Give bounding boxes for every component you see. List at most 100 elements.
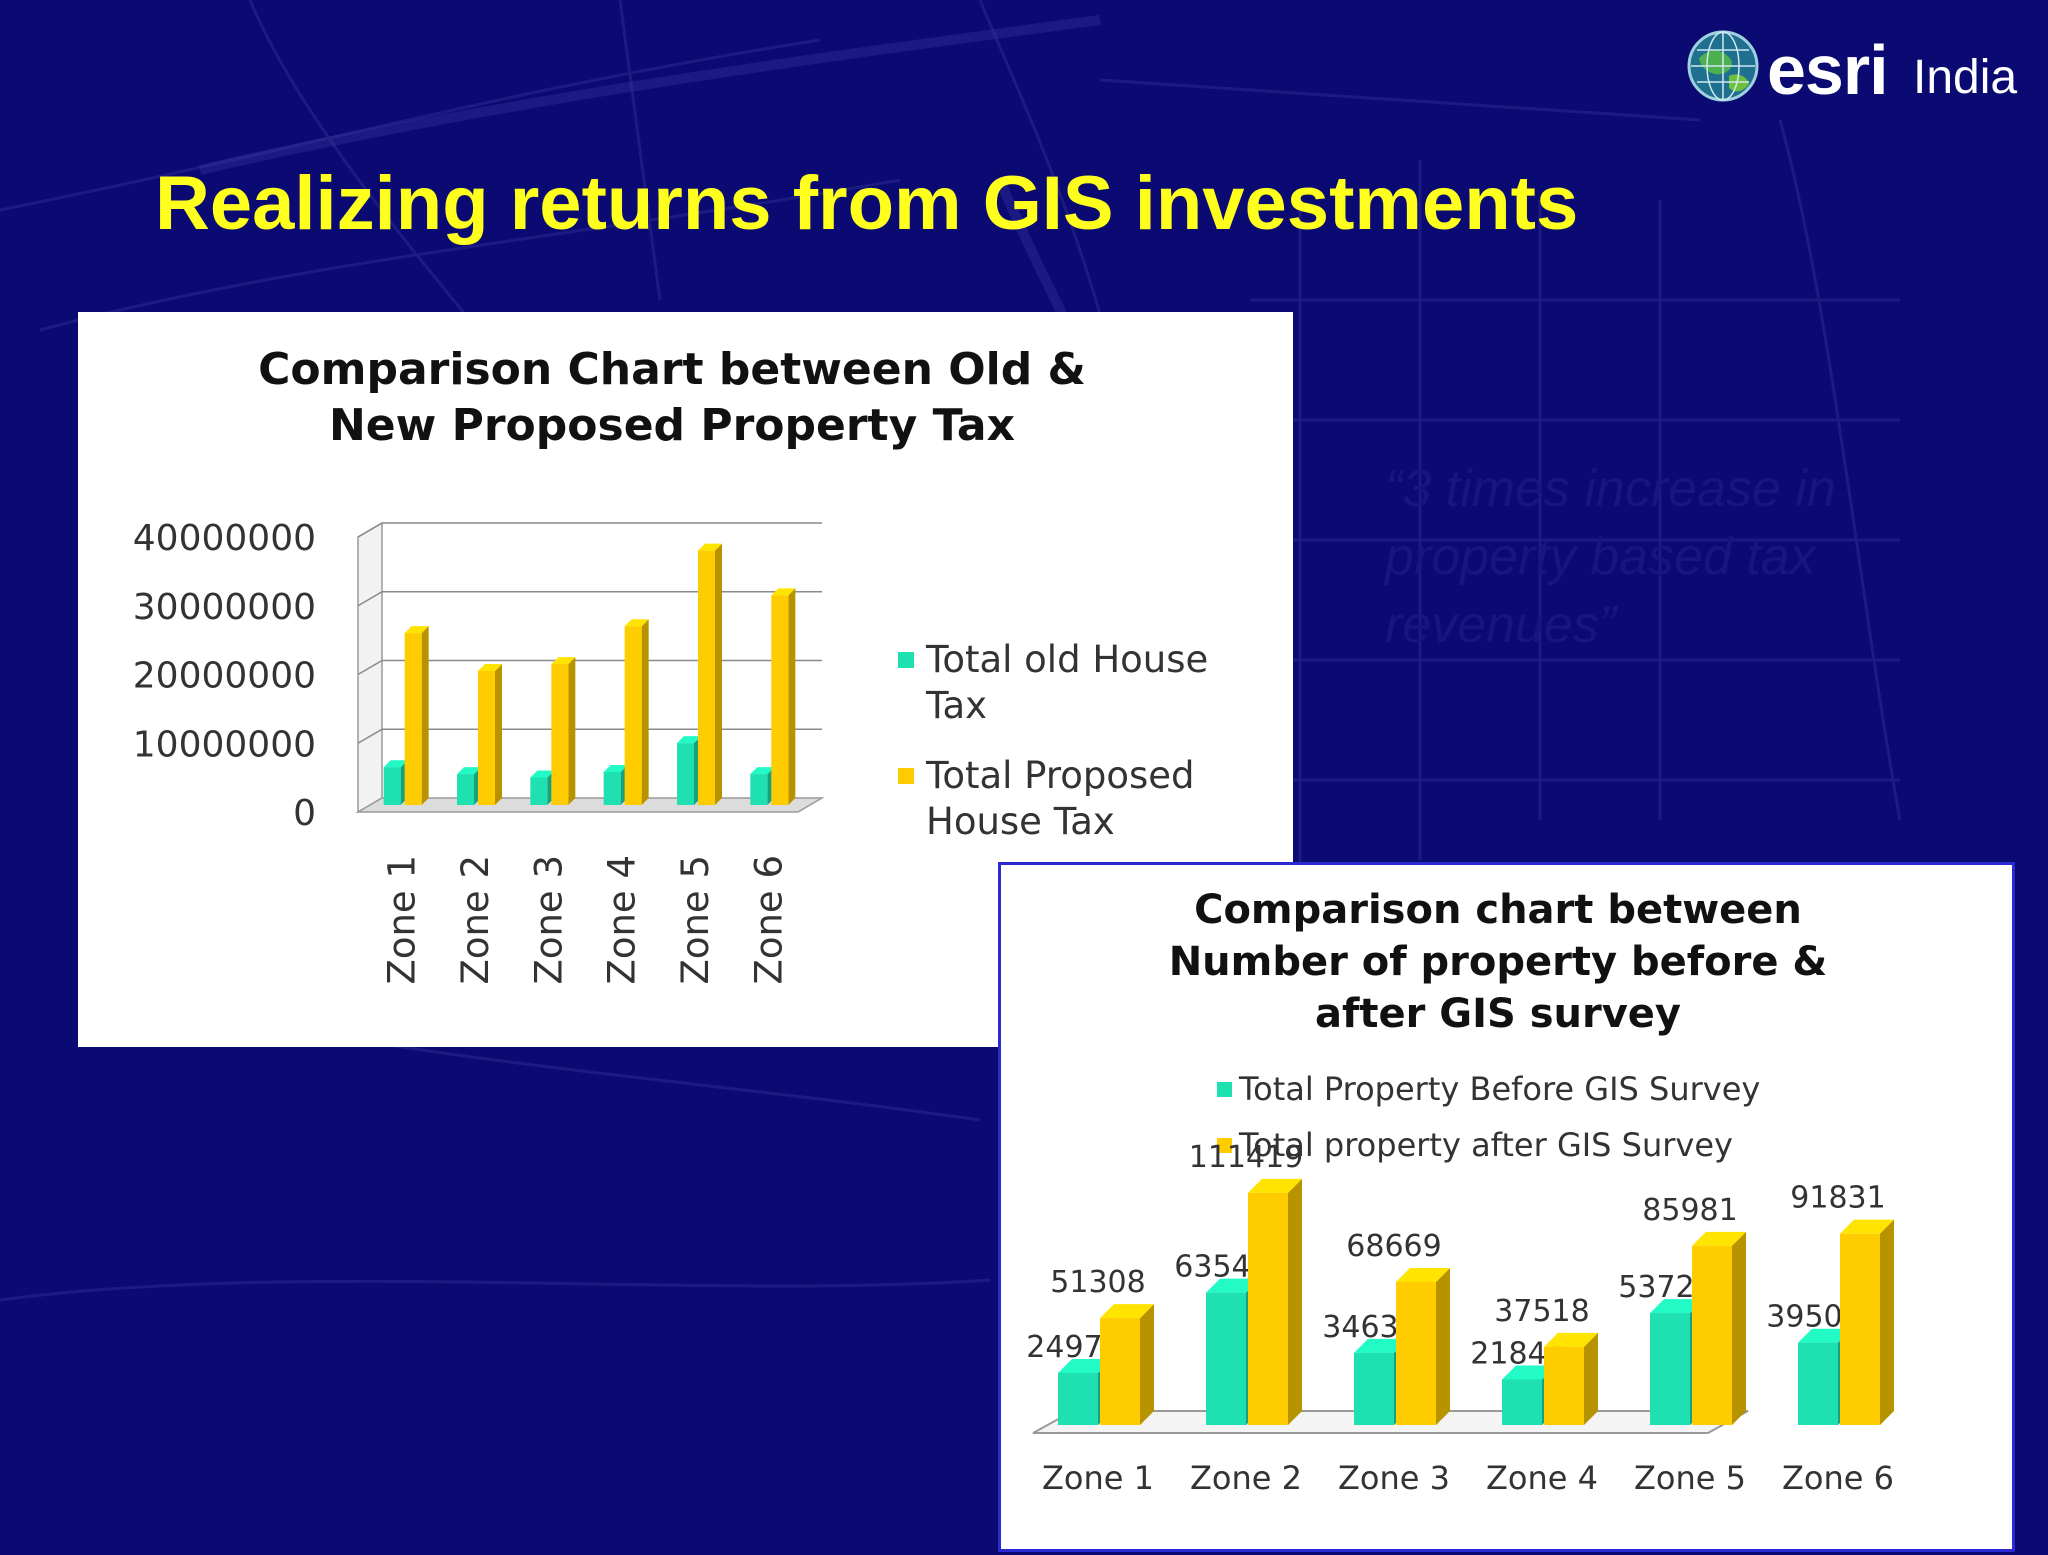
bar-after-front	[1100, 1318, 1140, 1425]
bar-after	[1840, 1219, 1894, 1425]
y-tick-label: 20000000	[133, 656, 316, 697]
chart-title-line: New Proposed Property Tax	[329, 400, 1015, 451]
logo-region-text: India	[1913, 51, 2018, 104]
x-tick-label: Zone 3	[527, 855, 570, 985]
property-count-chart-panel: Comparison chart between Number of proper…	[998, 862, 2015, 1552]
bar-after	[1396, 1267, 1450, 1425]
logo-brand-text: esri	[1767, 31, 1889, 109]
y-tick-label: 40000000	[133, 518, 316, 559]
legend-label: Tax	[925, 684, 987, 727]
bar-after-front	[1396, 1281, 1436, 1425]
bar-old-front	[603, 772, 621, 805]
chart-title-line: after GIS survey	[1315, 991, 1681, 1037]
bar-before-front	[1650, 1313, 1690, 1425]
bar-old-front	[530, 777, 548, 805]
bar-old	[677, 736, 701, 805]
bar-old-top	[603, 765, 628, 772]
legend-swatch	[898, 652, 914, 668]
bar-after-top	[1396, 1267, 1450, 1282]
bar-old-front	[677, 743, 694, 805]
legend-label: House Tax	[926, 800, 1115, 843]
data-label: 68669	[1346, 1229, 1441, 1264]
globe-icon	[1687, 30, 1759, 102]
esri-india-logo: esri India	[1685, 28, 2025, 120]
bar-old-top	[457, 767, 481, 775]
bar-proposed	[478, 663, 502, 805]
bar-proposed-top	[404, 626, 429, 634]
bar-after-side	[1436, 1267, 1450, 1425]
bar-before-top	[1206, 1278, 1260, 1293]
bar-proposed-side	[715, 543, 722, 805]
x-tick-label: Zone 5	[1634, 1459, 1746, 1497]
bar-proposed-side	[568, 657, 576, 805]
bar-before-top	[1058, 1358, 1112, 1373]
bar-proposed	[698, 543, 722, 805]
property-count-chart: Comparison chart between Number of proper…	[1026, 887, 1894, 1497]
bar-after-side	[1880, 1219, 1894, 1425]
bar-proposed-top	[551, 657, 576, 665]
gridline-diag	[357, 659, 383, 676]
bar-proposed-side	[421, 626, 429, 805]
bar-old-front	[457, 774, 474, 805]
x-tick-label: Zone 3	[1338, 1459, 1450, 1497]
chart-title-line: Comparison Chart between Old &	[258, 344, 1086, 395]
chart-title-line: Comparison chart between	[1194, 887, 1802, 933]
bar-before-front	[1058, 1372, 1098, 1425]
bar-after-top	[1248, 1178, 1302, 1193]
bar-proposed-front	[551, 664, 569, 805]
bar-after-top	[1692, 1231, 1746, 1246]
bar-after	[1692, 1231, 1746, 1425]
bar-after-front	[1248, 1192, 1288, 1425]
bar-after	[1248, 1178, 1302, 1425]
bar-after-side	[1584, 1332, 1598, 1425]
legend-swatch	[1217, 1082, 1232, 1097]
x-tick-label: Zone 2	[1190, 1459, 1302, 1497]
bar-proposed-side	[641, 619, 649, 805]
x-tick-label: Zone 4	[1486, 1459, 1598, 1497]
y-tick-label: 0	[293, 793, 316, 834]
bar-old	[750, 767, 775, 805]
legend-label: Total Property Before GIS Survey	[1238, 1070, 1760, 1108]
bar-after-side	[1140, 1304, 1154, 1425]
bar-after-top	[1840, 1219, 1894, 1234]
bar-old-top	[383, 760, 408, 768]
gridline-diag	[357, 522, 383, 538]
y-tick-label: 10000000	[133, 724, 316, 765]
bar-after	[1100, 1304, 1154, 1425]
legend-swatch	[898, 768, 914, 784]
bar-old	[383, 760, 408, 805]
slide-title: Realizing returns from GIS investments	[155, 161, 1579, 246]
bar-before-top	[1502, 1365, 1556, 1380]
chart-title-line: Number of property before &	[1169, 939, 1828, 985]
bar-proposed	[771, 588, 796, 805]
bar-proposed-front	[771, 595, 789, 805]
bar-proposed	[624, 619, 649, 805]
bar-proposed-top	[624, 619, 649, 627]
bar-old	[530, 770, 555, 805]
bar-proposed-front	[624, 626, 642, 805]
bar-proposed-front	[404, 633, 422, 805]
bar-after-front	[1840, 1233, 1880, 1425]
x-tick-label: Zone 6	[1782, 1459, 1894, 1497]
bar-old	[457, 767, 481, 805]
bar-after-top	[1544, 1332, 1598, 1347]
bar-proposed-side	[788, 588, 796, 805]
legend-label: Total old House	[925, 638, 1208, 681]
data-label: 37518	[1494, 1294, 1589, 1329]
x-tick-label: Zone 5	[674, 855, 717, 985]
quote-text: “3 times increase in property based tax …	[1385, 460, 1836, 654]
bar-proposed-side	[495, 663, 502, 805]
data-label: 91831	[1790, 1181, 1885, 1216]
bar-before-top	[1650, 1299, 1704, 1314]
bar-proposed-front	[698, 550, 715, 805]
y-tick-label: 30000000	[133, 587, 316, 628]
x-tick-label: Zone 4	[601, 855, 644, 985]
bar-proposed-top	[698, 543, 722, 551]
bar-before-top	[1798, 1328, 1852, 1343]
bar-old-top	[677, 736, 701, 744]
bar-old-front	[383, 767, 401, 805]
bar-after	[1544, 1332, 1598, 1425]
bar-before-front	[1206, 1292, 1246, 1425]
bar-old	[603, 765, 628, 805]
